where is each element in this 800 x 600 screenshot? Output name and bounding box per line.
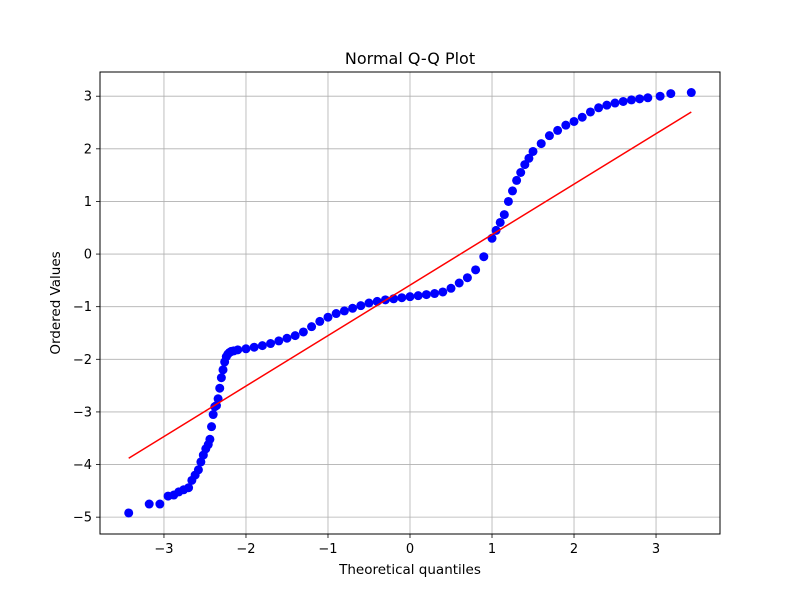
data-point [155,499,165,509]
data-point [216,373,226,383]
data-point [196,457,206,467]
x-tick-label: 1 [488,542,496,557]
data-point [144,499,154,509]
data-point [528,146,538,156]
data-point [635,94,645,104]
y-tick-label: 3 [84,90,92,105]
data-point [495,217,505,227]
data-point [503,196,513,206]
data-point [508,186,518,196]
tick-layer: −3 −2 −1 0 1 2 3 −5 −4 −3 −2 −1 0 1 2 3 [73,90,660,557]
x-tick-label: −2 [236,542,255,557]
y-tick-label: 2 [84,142,92,157]
data-point [207,422,217,432]
y-tick-label: −5 [73,511,92,526]
data-point [124,508,134,518]
data-point [516,168,526,178]
fit-line [128,111,692,459]
x-tick-label: 0 [406,542,414,557]
x-tick-label: 3 [652,542,660,557]
data-point [339,306,349,316]
data-point [446,283,456,293]
data-point [610,98,620,108]
x-tick-label: −3 [154,542,173,557]
data-point [405,292,415,302]
data-point [397,293,407,303]
data-point [643,93,653,103]
x-tick-label: 2 [570,542,578,557]
data-point [282,333,292,343]
data-point [307,322,317,332]
data-point [208,410,218,420]
data-point [266,339,276,349]
data-point [438,287,448,297]
data-point [274,336,284,346]
data-point [193,465,203,475]
data-point [356,301,366,311]
data-point [666,89,676,99]
data-point [524,153,534,163]
data-point [215,383,225,393]
y-tick-label: −4 [73,458,92,473]
data-point [536,139,546,149]
chart-title: Normal Q-Q Plot [345,49,475,68]
data-point [569,116,579,126]
data-point [421,290,431,300]
x-tick-label: −1 [318,542,337,557]
data-point [655,91,665,101]
data-point [249,342,259,352]
data-point [499,210,509,220]
data-point [218,365,228,375]
grid-layer [100,72,720,534]
data-point [454,278,464,288]
data-point [561,120,571,130]
data-point [184,483,194,493]
data-point [602,100,612,110]
data-point [241,344,251,354]
data-point [290,331,300,341]
data-point [585,107,595,117]
data-point [430,289,440,299]
data-point [686,88,696,98]
data-point [205,434,215,444]
series-layer [124,88,696,518]
x-axis-label: Theoretical quantiles [338,562,481,578]
data-point [553,125,563,135]
data-point [331,309,341,319]
data-point [364,298,374,308]
data-point [233,345,243,355]
data-point [512,175,522,185]
data-point [323,312,333,322]
y-axis-label: Ordered Values [48,251,64,354]
y-tick-label: −3 [73,405,92,420]
y-tick-label: 1 [84,195,92,210]
data-point [348,303,358,313]
data-point [462,273,472,283]
data-point [626,95,636,105]
data-point [618,96,628,106]
data-point [577,112,587,122]
y-tick-label: −1 [73,300,92,315]
data-point [315,316,325,326]
data-point [544,131,554,141]
data-point [413,291,423,301]
data-point [594,103,604,113]
data-point [471,265,481,275]
y-tick-label: 0 [84,248,92,263]
data-point [257,341,267,351]
data-point [479,252,489,262]
y-tick-label: −2 [73,353,92,368]
data-point [298,327,308,337]
